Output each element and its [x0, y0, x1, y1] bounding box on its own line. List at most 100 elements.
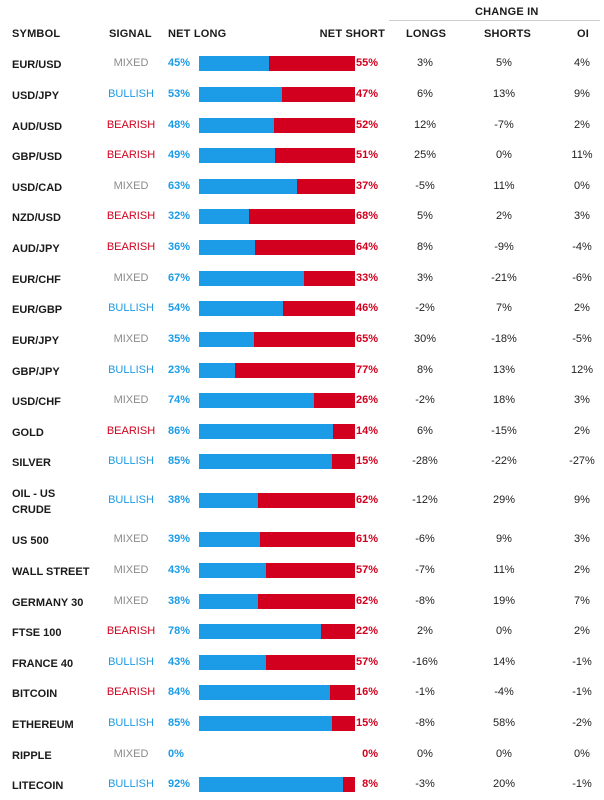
- change-longs: -6%: [415, 533, 435, 545]
- header-symbol[interactable]: SYMBOL: [12, 28, 61, 40]
- change-longs: -1%: [415, 686, 435, 698]
- change-shorts: -7%: [494, 119, 514, 131]
- signal-badge: MIXED: [113, 57, 149, 69]
- change-oi: -1%: [572, 686, 592, 698]
- change-oi: 3%: [574, 394, 590, 406]
- change-oi: 2%: [574, 302, 590, 314]
- change-longs: 2%: [417, 625, 433, 637]
- signal-badge: MIXED: [113, 533, 149, 545]
- net-long-fill: [199, 454, 332, 469]
- change-oi: 2%: [574, 425, 590, 437]
- symbol[interactable]: US 500: [12, 535, 49, 547]
- sentiment-bar: [199, 118, 355, 133]
- net-short-value: 33%: [355, 272, 378, 284]
- change-oi: 0%: [574, 180, 590, 192]
- header-oi[interactable]: OI: [577, 28, 590, 40]
- net-long-value: 78%: [168, 625, 191, 637]
- net-long-fill: [199, 118, 274, 133]
- change-longs: -28%: [412, 455, 438, 467]
- sentiment-bar: [199, 624, 355, 639]
- symbol[interactable]: LITECOIN: [12, 780, 64, 792]
- change-oi: -27%: [569, 455, 595, 467]
- net-long-fill: [199, 87, 282, 102]
- change-oi: -6%: [572, 272, 592, 284]
- symbol[interactable]: SILVER: [12, 457, 51, 469]
- change-longs: -16%: [412, 656, 438, 668]
- net-long-fill: [199, 240, 256, 255]
- header-signal[interactable]: SIGNAL: [109, 28, 152, 40]
- header-net-long[interactable]: NET LONG: [168, 28, 227, 40]
- symbol[interactable]: EUR/JPY: [12, 335, 60, 347]
- symbol[interactable]: USD/CHF: [12, 396, 61, 408]
- change-shorts: 13%: [492, 364, 516, 376]
- symbol[interactable]: RIPPLE: [12, 750, 52, 762]
- header-net-short[interactable]: NET SHORT: [319, 28, 385, 40]
- signal-badge: MIXED: [113, 595, 149, 607]
- change-shorts: 20%: [492, 778, 516, 790]
- sentiment-bar: [199, 454, 355, 469]
- symbol[interactable]: EUR/GBP: [12, 304, 63, 316]
- sentiment-bar: [199, 655, 355, 670]
- change-shorts: 14%: [492, 656, 516, 668]
- signal-badge: BEARISH: [106, 625, 156, 637]
- symbol[interactable]: GERMANY 30: [12, 597, 84, 609]
- net-long-value: 92%: [168, 778, 191, 790]
- net-short-value: 46%: [355, 302, 378, 314]
- sentiment-bar: [199, 493, 355, 508]
- signal-badge: BULLISH: [108, 302, 154, 314]
- signal-badge: BULLISH: [108, 717, 154, 729]
- symbol[interactable]: OIL - US: [12, 488, 56, 500]
- symbol[interactable]: EUR/USD: [12, 59, 62, 71]
- symbol[interactable]: FRANCE 40: [12, 658, 74, 670]
- net-long-value: 39%: [168, 533, 191, 545]
- symbol[interactable]: USD/JPY: [12, 90, 60, 102]
- change-shorts: 2%: [496, 210, 512, 222]
- net-short-value: 52%: [355, 119, 378, 131]
- net-long-fill: [199, 209, 249, 224]
- net-long-value: 35%: [168, 333, 191, 345]
- change-longs: 6%: [417, 425, 433, 437]
- net-long-fill: [199, 777, 343, 792]
- sentiment-bar: [199, 332, 355, 347]
- net-short-value: 62%: [355, 595, 378, 607]
- symbol[interactable]: GBP/JPY: [12, 366, 60, 378]
- change-shorts: 19%: [492, 595, 516, 607]
- header-shorts[interactable]: SHORTS: [484, 28, 532, 40]
- change-oi: 9%: [574, 494, 590, 506]
- net-long-fill: [199, 655, 267, 670]
- net-short-value: 14%: [355, 425, 378, 437]
- symbol[interactable]: AUD/JPY: [12, 243, 60, 255]
- header-longs[interactable]: LONGS: [406, 28, 447, 40]
- net-long-value: 32%: [168, 210, 191, 222]
- symbol[interactable]: FTSE 100: [12, 627, 62, 639]
- change-longs: 3%: [417, 272, 433, 284]
- net-short-value: 37%: [355, 180, 378, 192]
- symbol[interactable]: BITCOIN: [12, 688, 58, 700]
- symbol-line2: CRUDE: [12, 504, 52, 516]
- signal-badge: MIXED: [113, 564, 149, 576]
- signal-badge: BEARISH: [106, 241, 156, 253]
- sentiment-bar: [199, 424, 355, 439]
- change-oi: -1%: [572, 656, 592, 668]
- net-long-value: 86%: [168, 425, 191, 437]
- symbol[interactable]: USD/CAD: [12, 182, 63, 194]
- header-change-in: CHANGE IN: [475, 6, 539, 18]
- signal-badge: MIXED: [113, 272, 149, 284]
- symbol[interactable]: WALL STREET: [12, 566, 90, 578]
- symbol[interactable]: AUD/USD: [12, 121, 63, 133]
- change-shorts: 13%: [492, 88, 516, 100]
- symbol[interactable]: NZD/USD: [12, 212, 61, 224]
- change-longs: 12%: [413, 119, 437, 131]
- change-shorts: 0%: [496, 149, 512, 161]
- symbol[interactable]: EUR/CHF: [12, 274, 61, 286]
- symbol[interactable]: GOLD: [12, 427, 44, 439]
- symbol[interactable]: GBP/USD: [12, 151, 63, 163]
- signal-badge: BULLISH: [108, 88, 154, 100]
- sentiment-bar: [199, 363, 355, 378]
- symbol[interactable]: ETHEREUM: [12, 719, 74, 731]
- net-short-value: 61%: [355, 533, 378, 545]
- change-shorts: 0%: [496, 625, 512, 637]
- net-long-value: 43%: [168, 564, 191, 576]
- change-longs: 0%: [417, 748, 433, 760]
